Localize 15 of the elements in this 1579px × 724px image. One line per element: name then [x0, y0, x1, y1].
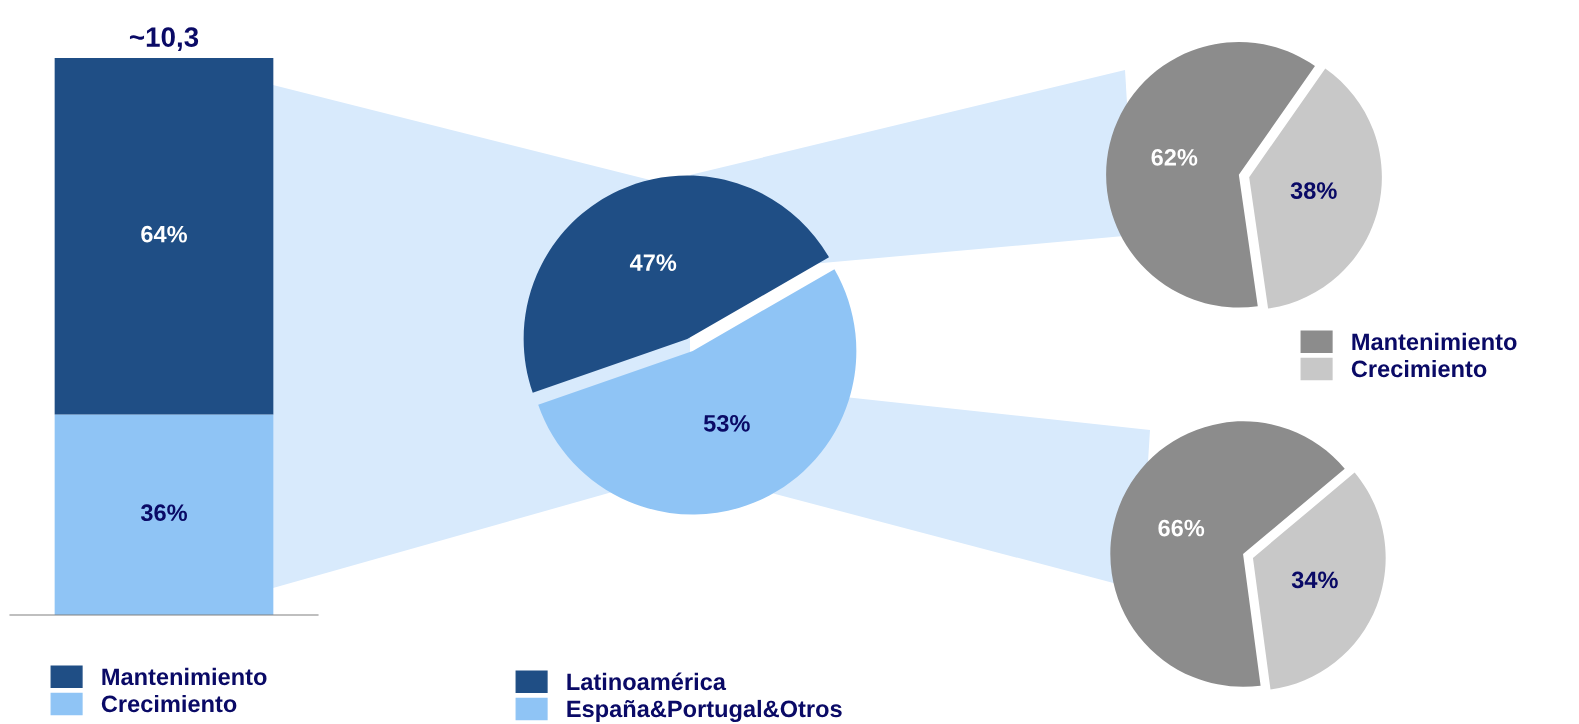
data-label: 36%: [140, 504, 188, 522]
data-label: 64%: [141, 225, 188, 243]
data-label: 53%: [703, 414, 750, 432]
legend-label: Crecimiento: [1351, 359, 1487, 378]
legend-label: España&Portugal&Otros: [567, 699, 842, 722]
text: ~10,3: [129, 27, 199, 51]
legend-label: Mantenimiento: [102, 667, 267, 686]
data-label: 34%: [1291, 571, 1338, 589]
data-label: 66%: [1158, 519, 1205, 537]
data-label: 62%: [1151, 149, 1198, 166]
legend-label: Mantenimiento: [1352, 332, 1517, 351]
legend-label: Latinoamérica: [567, 672, 727, 691]
legend-label: Crecimiento: [101, 694, 237, 713]
data-label: 38%: [1290, 182, 1337, 199]
data-label: 47%: [629, 254, 677, 271]
